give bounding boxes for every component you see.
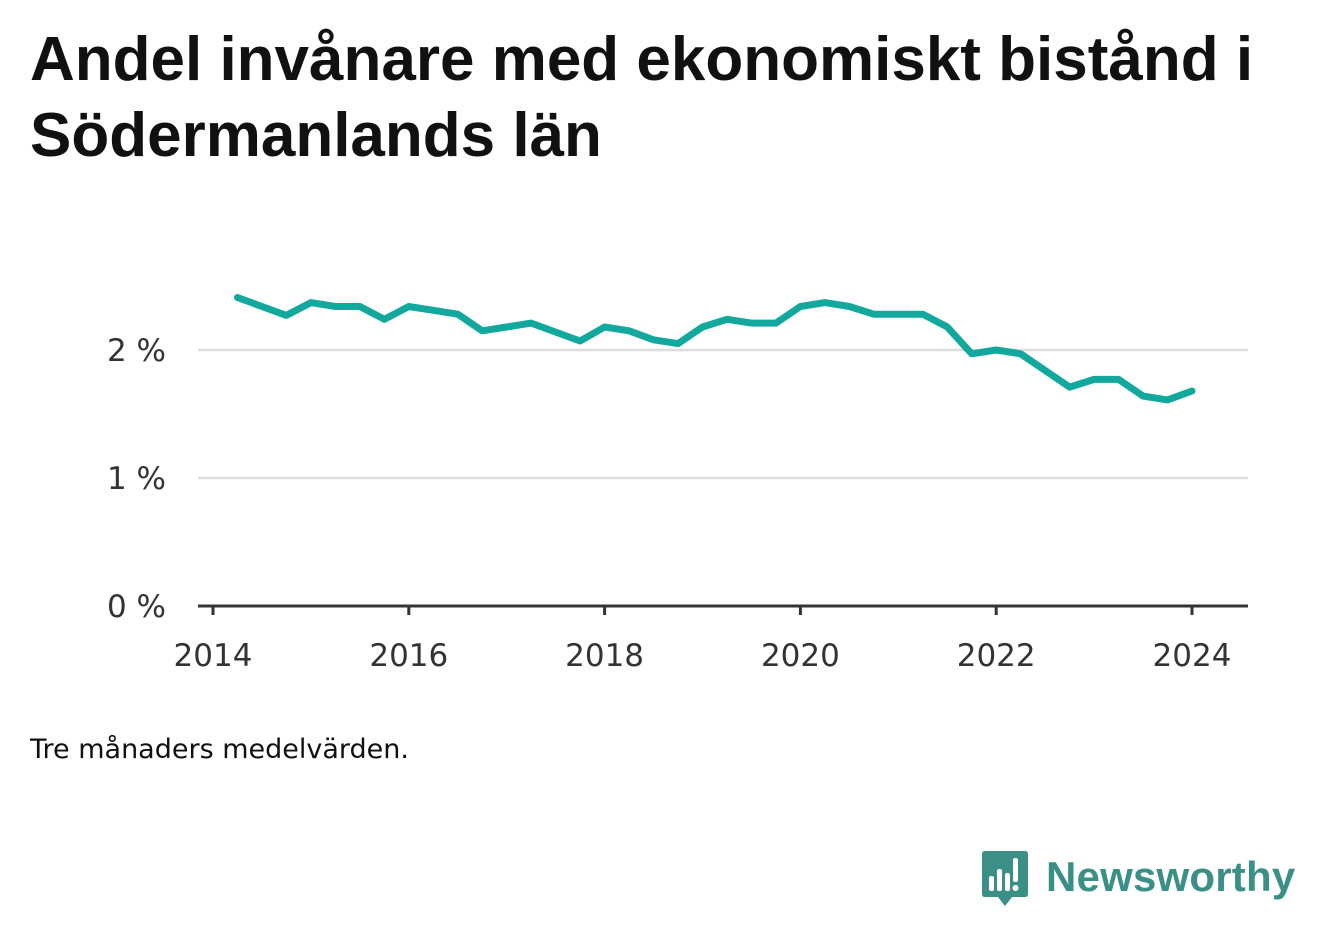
x-tick-label: 2014 <box>174 638 253 674</box>
brand-logo: Newsworthy <box>980 846 1295 908</box>
y-grid <box>198 348 1248 480</box>
y-tick-label: 0 % <box>107 589 166 625</box>
line-chart: 0 % 1 % 2 % 2014 2016 2018 2020 2022 2024 <box>107 294 1248 674</box>
x-tick-label: 2018 <box>565 638 644 674</box>
x-tick-label: 2016 <box>369 638 448 674</box>
footnote: Tre månaders medelvärden. <box>30 734 409 765</box>
chart-title: Andel invånare med ekonomiskt bistånd i … <box>30 25 1254 170</box>
series-line <box>234 294 1196 404</box>
x-tick-label: 2024 <box>1153 638 1232 674</box>
brand-name: Newsworthy <box>1046 853 1296 900</box>
x-tick-label: 2020 <box>761 638 840 674</box>
x-ticks <box>211 606 1194 615</box>
x-tick-labels: 2014 2016 2018 2020 2022 2024 <box>174 638 1232 674</box>
newsworthy-logo-icon <box>982 851 1028 906</box>
x-tick-label: 2022 <box>957 638 1036 674</box>
y-tick-labels: 0 % 1 % 2 % <box>107 333 166 625</box>
y-tick-label: 1 % <box>107 461 166 497</box>
y-tick-label: 2 % <box>107 333 166 369</box>
